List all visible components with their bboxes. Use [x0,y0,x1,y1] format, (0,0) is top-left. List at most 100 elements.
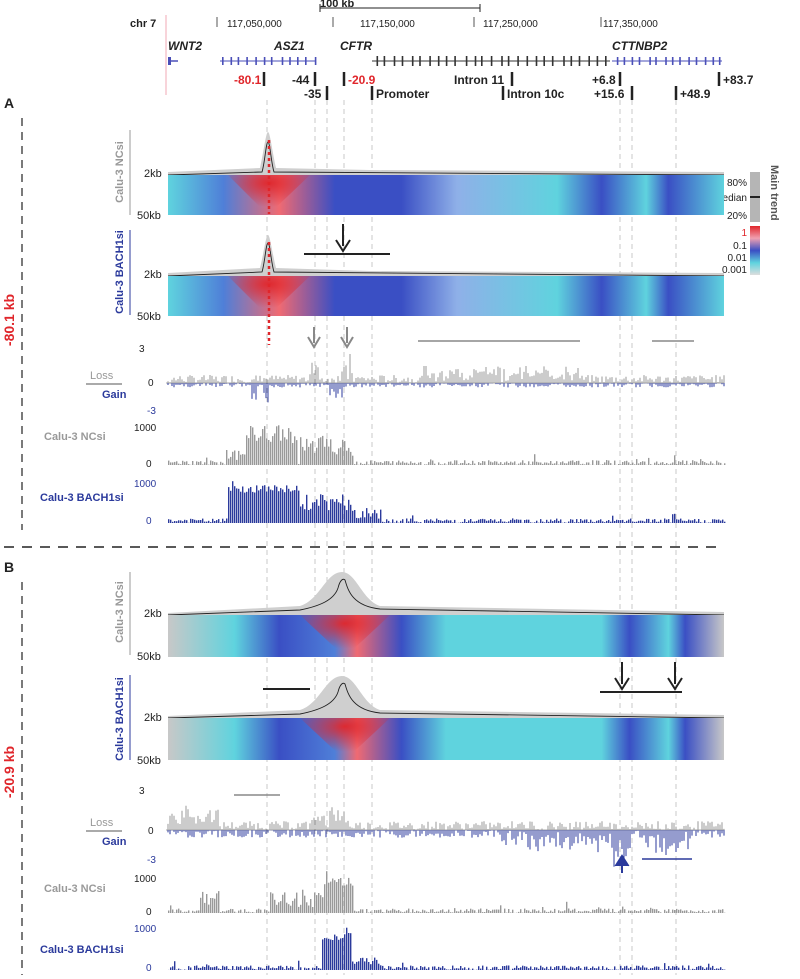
signal-bar [504,966,506,970]
exon-mark [631,57,634,65]
element-p68: +6.8 [592,73,616,87]
signal-bar [202,891,204,913]
signal-bar [584,464,586,465]
signal-bar [528,461,530,465]
signal-bar [660,462,662,465]
signal-bar [636,965,638,970]
signal-bar [498,969,500,970]
signal-bar [536,520,538,523]
signal-bar [278,491,280,523]
signal-bar [364,463,366,465]
signal-bar [624,909,626,913]
gene-cftr: CFTR [340,39,372,53]
signal-bar [396,910,398,913]
signal-bar [554,463,556,465]
signal-bar [686,910,688,913]
signal-bar [392,968,394,970]
signal-bar [450,912,452,913]
signal-bar [576,461,578,465]
signal-bar [456,911,458,913]
signal-bar [474,463,476,465]
signal-bar [480,908,482,913]
signal-bar [586,462,588,465]
signal-bar [634,521,636,523]
signal-bar [310,508,312,523]
panel-b-bach-tick-1000: 1000 [134,924,157,935]
signal-bar [332,451,334,465]
element-p837: +83.7 [723,73,754,87]
signal-bar [266,491,268,523]
signal-bar [472,460,474,465]
signal-bar [574,968,576,970]
signal-bar [594,522,596,523]
signal-bar [406,518,408,523]
signal-bar [500,519,502,523]
signal-bar [282,429,284,465]
signal-bar [298,490,300,523]
signal-bar [304,509,306,523]
signal-bar [444,968,446,970]
signal-bar [174,912,176,913]
signal-bar [550,461,552,465]
signal-bar [460,463,462,465]
signal-bar [236,966,238,970]
signal-bar [486,520,488,523]
signal-bar [438,966,440,970]
signal-bar [300,437,302,465]
signal-bar [358,961,360,970]
signal-bar [326,501,328,523]
signal-bar [344,505,346,523]
signal-bar [470,464,472,465]
signal-bar [540,462,542,465]
signal-bar [326,871,328,913]
signal-bar [208,520,210,523]
signal-bar [318,505,320,523]
signal-bar [212,898,214,913]
signal-bar [370,460,372,465]
signal-bar [428,967,430,970]
signal-bar [628,910,630,913]
signal-bar [648,910,650,913]
signal-bar [552,463,554,465]
signal-bar [338,448,340,465]
signal-bar [538,968,540,970]
signal-bar [404,911,406,913]
signal-bar [256,440,258,465]
panel-b-letter: B [4,559,14,575]
panel-a-diff-tick-0: 0 [148,378,154,389]
signal-bar [578,966,580,970]
signal-bar [698,519,700,523]
signal-bar [526,519,528,523]
signal-bar [464,460,466,465]
signal-bar [334,880,336,913]
signal-bar [494,461,496,465]
signal-bar [606,460,608,465]
element-m44: -44 [292,73,310,87]
signal-bar [644,461,646,465]
signal-bar [252,912,254,913]
signal-bar [496,461,498,465]
signal-bar [268,965,270,970]
signal-bar [502,464,504,465]
signal-bar [208,904,210,913]
signal-bar [254,492,256,523]
signal-bar [594,909,596,913]
signal-bar [606,520,608,523]
signal-bar [520,519,522,523]
signal-bar [620,520,622,523]
signal-bar [396,462,398,465]
signal-bar [178,463,180,465]
signal-bar [704,911,706,913]
panel-b-diff-tick-3: 3 [139,786,145,797]
signal-bar [628,519,630,523]
signal-bar [646,518,648,523]
signal-bar [704,968,706,970]
signal-bar [604,969,606,970]
signal-bar [626,965,628,970]
signal-bar [480,968,482,970]
signal-bar [576,966,578,970]
signal-bar [312,502,314,523]
signal-bar [578,460,580,465]
signal-bar [498,463,500,465]
signal-bar [204,967,206,970]
